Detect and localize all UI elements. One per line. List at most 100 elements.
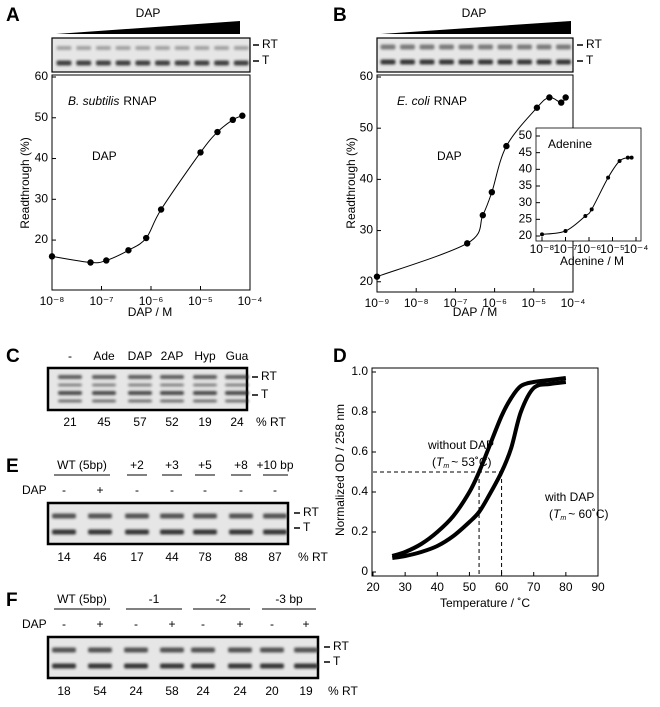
- gel-band: [536, 44, 552, 50]
- x-tick-label: 10⁻⁷: [89, 294, 113, 308]
- gel-band: [439, 59, 454, 65]
- x-tick-label: 70: [527, 580, 541, 594]
- data-point: [48, 253, 56, 260]
- lane-label: Gua: [226, 349, 249, 363]
- percent-rt: 18: [57, 684, 71, 698]
- unit-label: % RT: [256, 415, 286, 429]
- gel-band: [458, 59, 474, 65]
- panel-label: B: [333, 5, 347, 26]
- data-point: [563, 229, 568, 233]
- gel-band: [174, 60, 190, 66]
- lane-group-label: -3 bp: [275, 592, 303, 606]
- gel-band: [556, 44, 571, 50]
- gel-band: [95, 46, 111, 50]
- dap-sign: +: [168, 617, 175, 631]
- band-label: T: [262, 53, 270, 67]
- dap-sign: +: [302, 617, 309, 631]
- y-tick-label: 0: [361, 564, 368, 578]
- percent-rt: 19: [198, 415, 212, 429]
- percent-rt: 24: [230, 415, 244, 429]
- gel-band: [214, 60, 230, 66]
- data-point: [464, 240, 471, 247]
- data-point: [125, 247, 132, 254]
- data-point: [87, 259, 94, 266]
- gel-band: [58, 383, 82, 387]
- x-tick-label: 10⁻⁷: [553, 242, 577, 256]
- band-label: T: [261, 387, 269, 401]
- gel-band: [92, 383, 116, 387]
- percent-rt: 24: [129, 684, 143, 698]
- lane-label: -: [68, 349, 72, 363]
- dap-sign: -: [170, 483, 174, 497]
- gel-band: [160, 647, 184, 653]
- gel-band: [174, 46, 190, 50]
- gel-band: [52, 663, 76, 669]
- tm-part: ~ 60˚C): [568, 507, 608, 521]
- dap-sign: -: [203, 483, 207, 497]
- gel-band: [214, 46, 230, 50]
- lane-group-label: +3: [165, 458, 179, 472]
- band-label: RT: [262, 37, 278, 51]
- gel-band: [128, 375, 152, 379]
- gel-band: [125, 513, 149, 519]
- gel-image: [376, 37, 574, 73]
- gel-band: [419, 59, 435, 65]
- data-point: [479, 212, 486, 219]
- y-tick-label: 50: [519, 128, 533, 142]
- lane-label: 2AP: [161, 349, 184, 363]
- concentration-wedge: [381, 21, 571, 34]
- gel-band: [125, 529, 149, 535]
- y-tick-label: 50: [360, 120, 374, 134]
- gel-band: [400, 44, 415, 50]
- x-tick-label: 10⁻⁶: [482, 296, 507, 310]
- gel-band: [517, 44, 532, 50]
- gel-band: [128, 399, 152, 403]
- plot-title-italic: E. coli: [397, 94, 430, 108]
- percent-rt: 87: [268, 550, 282, 564]
- fit-curve: [51, 115, 243, 264]
- plot-annotation: DAP: [92, 149, 117, 163]
- y-tick-label: 30: [519, 195, 533, 209]
- unit-label: % RT: [328, 684, 358, 698]
- x-tick-label: 10⁻⁸: [404, 296, 429, 310]
- lane-group-label: WT (5bp): [57, 458, 107, 472]
- x-tick-label: 10⁻⁷: [443, 296, 467, 310]
- gel-band: [191, 647, 215, 653]
- gel-band: [194, 46, 210, 50]
- percent-rt: 46: [93, 550, 107, 564]
- gel-band: [56, 46, 72, 50]
- x-tick-label: 10⁻⁹: [365, 296, 390, 310]
- plot-title-italic: B. subtilis: [68, 94, 119, 108]
- x-tick-label: 50: [463, 580, 477, 594]
- gel-band: [56, 60, 72, 66]
- tm-part: m: [443, 463, 449, 470]
- gel-band: [225, 399, 249, 403]
- concentration-wedge: [56, 21, 240, 34]
- x-tick-label: 10⁻⁵: [600, 242, 625, 256]
- panel-label: D: [333, 346, 347, 367]
- percent-rt: 57: [133, 415, 147, 429]
- gel-band: [225, 383, 249, 387]
- dap-label: DAP: [22, 617, 47, 631]
- gel-band: [128, 383, 152, 387]
- gel-band: [88, 663, 112, 669]
- percent-rt: 88: [234, 550, 248, 564]
- gel-band: [135, 60, 151, 66]
- dap-sign: +: [236, 617, 243, 631]
- data-point: [488, 188, 496, 196]
- dap-sign: -: [135, 483, 139, 497]
- gel-band: [497, 44, 513, 50]
- melting-curve: [391, 380, 567, 560]
- lane-label: Hyp: [194, 349, 216, 363]
- gel-band: [233, 60, 249, 66]
- gel-band: [380, 59, 396, 65]
- gel-band: [115, 60, 131, 66]
- gel-image: [46, 366, 249, 412]
- percent-rt: 19: [299, 684, 313, 698]
- data-point: [197, 149, 204, 156]
- percent-rt: 52: [165, 415, 179, 429]
- data-point: [214, 128, 221, 136]
- band-label: T: [333, 654, 341, 668]
- gel-band: [228, 663, 252, 669]
- percent-rt: 44: [165, 550, 179, 564]
